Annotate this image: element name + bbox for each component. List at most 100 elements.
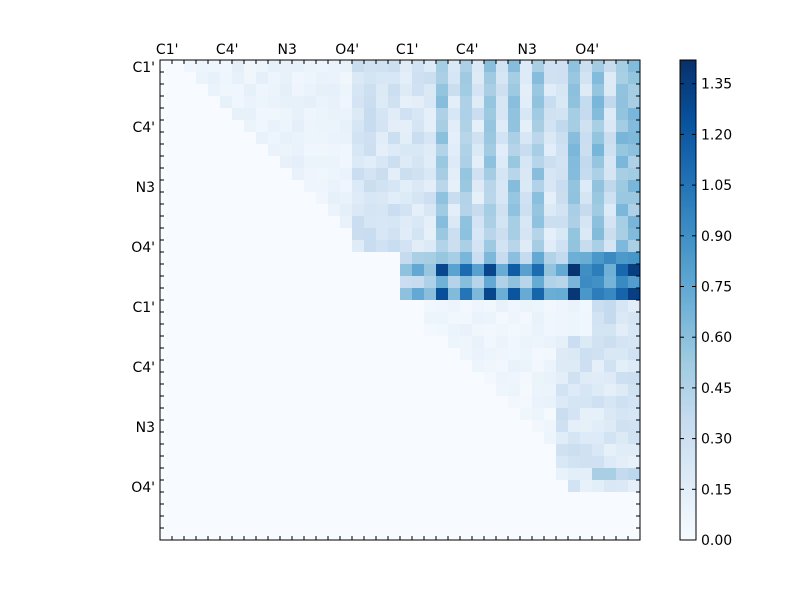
- heatmap-cell: [388, 300, 401, 313]
- heatmap-cell: [364, 144, 377, 157]
- heatmap-cell: [448, 492, 461, 505]
- heatmap-cell: [496, 348, 509, 361]
- heatmap-cell: [520, 516, 533, 529]
- heatmap-cell: [196, 192, 209, 205]
- heatmap-cell: [616, 372, 629, 385]
- heatmap-cell: [328, 444, 341, 457]
- heatmap-cell: [496, 528, 509, 541]
- heatmap-cell: [196, 120, 209, 133]
- heatmap-cell: [580, 120, 593, 133]
- heatmap-cell: [604, 360, 617, 373]
- heatmap-cell: [292, 144, 305, 157]
- heatmap-cell: [412, 132, 425, 145]
- heatmap-cell: [316, 504, 329, 517]
- heatmap-cell: [244, 456, 257, 469]
- heatmap-cell: [160, 336, 173, 349]
- heatmap-cell: [172, 408, 185, 421]
- heatmap-cell: [208, 336, 221, 349]
- heatmap-cell: [592, 492, 605, 505]
- heatmap-cell: [232, 108, 245, 121]
- heatmap-cell: [436, 468, 449, 481]
- heatmap-cell: [184, 288, 197, 301]
- heatmap-cell: [556, 336, 569, 349]
- heatmap-cell: [220, 324, 233, 337]
- heatmap-cell: [400, 516, 413, 529]
- heatmap-cell: [400, 408, 413, 421]
- heatmap-cell: [364, 528, 377, 541]
- heatmap-cell: [628, 468, 641, 481]
- heatmap-cell: [472, 468, 485, 481]
- heatmap-cell: [172, 456, 185, 469]
- heatmap-cell: [208, 372, 221, 385]
- heatmap-cell: [556, 384, 569, 397]
- heatmap-cell: [280, 528, 293, 541]
- heatmap-cell: [448, 180, 461, 193]
- heatmap-cell: [460, 432, 473, 445]
- heatmap-cell: [604, 384, 617, 397]
- heatmap-cell: [448, 228, 461, 241]
- heatmap-cell: [460, 372, 473, 385]
- heatmap-cell: [532, 516, 545, 529]
- heatmap-cell: [376, 372, 389, 385]
- heatmap-cell: [184, 324, 197, 337]
- heatmap-cell: [184, 444, 197, 457]
- heatmap-cell: [628, 348, 641, 361]
- heatmap-cell: [256, 288, 269, 301]
- heatmap-cell: [268, 312, 281, 325]
- heatmap-cell: [520, 372, 533, 385]
- heatmap-cell: [292, 168, 305, 181]
- heatmap-cell: [256, 132, 269, 145]
- heatmap-cell: [580, 468, 593, 481]
- heatmap-cell: [508, 480, 521, 493]
- heatmap-cell: [172, 156, 185, 169]
- heatmap-cell: [328, 528, 341, 541]
- heatmap-cell: [628, 444, 641, 457]
- heatmap-cell: [580, 480, 593, 493]
- heatmap-cell: [460, 468, 473, 481]
- heatmap-cell: [604, 288, 617, 301]
- heatmap-cell: [436, 84, 449, 97]
- heatmap-cell: [232, 324, 245, 337]
- heatmap-cell: [544, 516, 557, 529]
- heatmap-cell: [388, 240, 401, 253]
- heatmap-cell: [544, 180, 557, 193]
- heatmap-cell: [292, 132, 305, 145]
- heatmap-cell: [268, 252, 281, 265]
- heatmap-cell: [280, 204, 293, 217]
- heatmap-cell: [448, 72, 461, 85]
- heatmap-cell: [316, 456, 329, 469]
- heatmap-cell: [604, 480, 617, 493]
- heatmap-cell: [292, 456, 305, 469]
- heatmap-cell: [472, 216, 485, 229]
- heatmap-cell: [184, 480, 197, 493]
- heatmap-cell: [424, 96, 437, 109]
- heatmap-cell: [304, 516, 317, 529]
- heatmap-cell: [532, 492, 545, 505]
- heatmap-cell: [400, 156, 413, 169]
- heatmap-cell: [412, 72, 425, 85]
- heatmap-cell: [604, 348, 617, 361]
- heatmap-cell: [172, 252, 185, 265]
- heatmap-cell: [496, 156, 509, 169]
- colorbar-tick-label: 0.00: [701, 533, 732, 549]
- heatmap-cell: [508, 156, 521, 169]
- heatmap-cell: [232, 252, 245, 265]
- heatmap-cell: [388, 108, 401, 121]
- heatmap-cell: [280, 156, 293, 169]
- heatmap-cell: [328, 468, 341, 481]
- heatmap-cell: [208, 132, 221, 145]
- heatmap-cell: [256, 360, 269, 373]
- heatmap-cell: [400, 372, 413, 385]
- heatmap-cell: [196, 384, 209, 397]
- heatmap-cell: [616, 408, 629, 421]
- heatmap-cell: [532, 324, 545, 337]
- heatmap-cell: [556, 168, 569, 181]
- heatmap-cell: [232, 480, 245, 493]
- heatmap-cell: [580, 192, 593, 205]
- heatmap-cell: [484, 432, 497, 445]
- heatmap-cell: [556, 252, 569, 265]
- heatmap-cell: [544, 528, 557, 541]
- heatmap-cell: [268, 384, 281, 397]
- heatmap-cell: [220, 144, 233, 157]
- heatmap-cell: [448, 480, 461, 493]
